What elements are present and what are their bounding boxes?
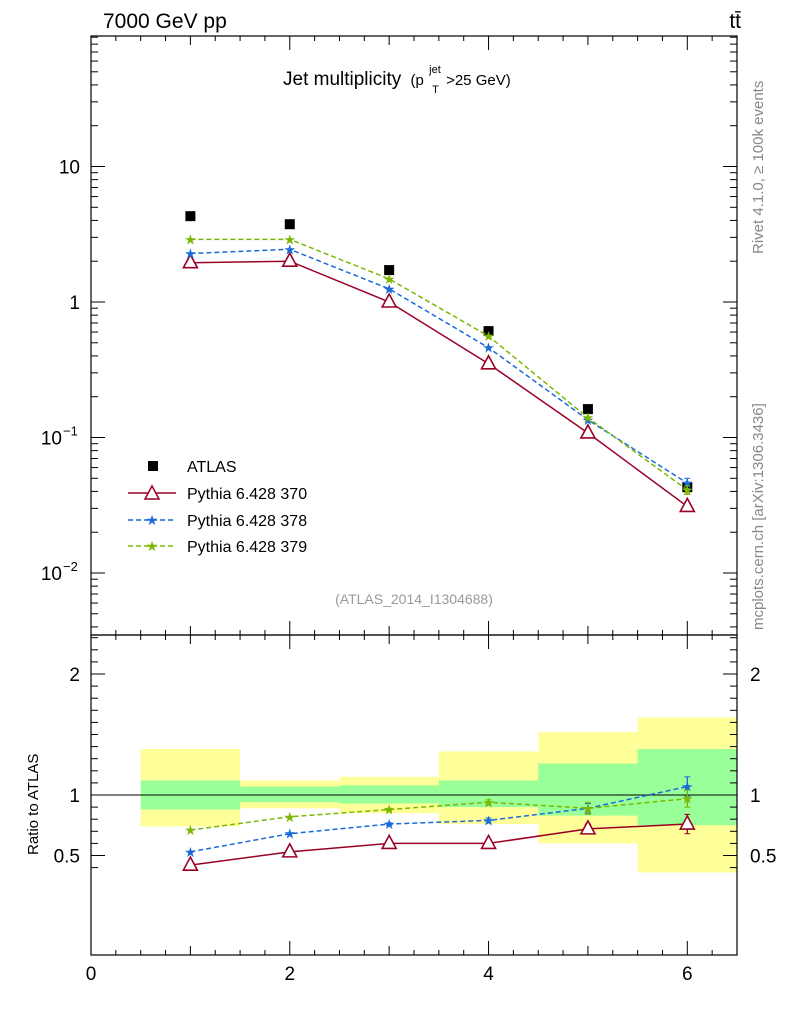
plot-title-main: Jet multiplicity — [283, 69, 402, 90]
main-point-1 — [579, 423, 597, 439]
main-point-2: ★ — [283, 241, 296, 257]
energy-label: 7000 GeV pp — [103, 10, 227, 33]
main-point-1 — [281, 251, 299, 268]
main-point-1 — [480, 354, 497, 370]
main-atlas-point — [384, 265, 395, 276]
ratio-point-1: ★ — [184, 844, 197, 860]
ratio-point-2: ★ — [383, 802, 396, 818]
main-point-1 — [380, 292, 398, 308]
plot-title-sup: jet — [428, 64, 441, 76]
ratio-ytick-label: 1 — [69, 786, 80, 807]
main-point-2: ★ — [383, 281, 396, 297]
ratio-point-2: ★ — [283, 809, 296, 825]
main-atlas-point — [483, 326, 494, 337]
ratio-point-0 — [579, 819, 597, 835]
ratio-point-0 — [182, 855, 199, 871]
main-line-1 — [190, 260, 688, 508]
main-point-2: ★ — [582, 412, 595, 428]
main-line-3 — [190, 238, 688, 491]
main-point-3: ★ — [482, 328, 495, 344]
main-ytick-label: 10 — [59, 158, 80, 179]
ratio-ytick-label-right: 1 — [750, 786, 761, 807]
ratio-ytick-label-right: 0.5 — [750, 847, 776, 868]
plot-title-open: (p — [411, 72, 424, 89]
ratio-line-0 — [190, 823, 688, 866]
main-ytick-exponent: −2 — [63, 559, 78, 574]
xtick-label: 6 — [682, 964, 693, 985]
main-point-3: ★ — [184, 231, 197, 247]
legend-marker-378: ★ — [146, 512, 159, 528]
ratio-ylabel: Ratio to ATLAS — [25, 754, 42, 855]
ratio-point-0 — [480, 833, 497, 850]
legend-marker-379: ★ — [146, 538, 159, 554]
ratio-point-2: ★ — [582, 800, 595, 816]
main-ytick-label: 1 — [69, 293, 80, 314]
legend-marker-atlas — [148, 461, 158, 471]
main-point-3: ★ — [582, 410, 595, 426]
ratio-ytick-label: 2 — [69, 665, 80, 686]
legend-label-378: Pythia 6.428 378 — [187, 513, 307, 530]
plot-title: Jet multiplicity (p jet T >25 GeV) — [283, 57, 511, 98]
ratio-point-1: ★ — [482, 812, 495, 828]
main-point-1 — [678, 496, 696, 513]
main-atlas-point — [185, 211, 196, 222]
ratio-band-stat — [240, 786, 340, 803]
main-point-3: ★ — [383, 271, 396, 287]
process-label: tt̄ — [729, 10, 741, 33]
main-line-2 — [190, 248, 688, 484]
legend-label-atlas: ATLAS — [187, 459, 237, 476]
main-ytick-label: 10 — [41, 429, 62, 450]
main-ytick-label: 10 — [41, 564, 62, 585]
main-point-2: ★ — [482, 340, 495, 356]
legend-label-379: Pythia 6.428 379 — [187, 539, 307, 556]
source-label: mcplots.cern.ch [arXiv:1306.3436] — [750, 403, 767, 630]
ratio-point-0 — [281, 842, 299, 858]
main-point-3: ★ — [283, 231, 296, 247]
xtick-label: 0 — [86, 964, 97, 985]
ratio-band-stat — [339, 785, 439, 804]
analysis-label: (ATLAS_2014_I1304688) — [335, 591, 493, 607]
ratio-point-2: ★ — [681, 791, 694, 807]
main-point-2: ★ — [184, 245, 197, 261]
plot-title-subscript: T — [432, 84, 439, 96]
main-point-3: ★ — [681, 482, 694, 498]
legend: ATLAS Pythia 6.428 370 ★ Pythia 6.428 37… — [128, 459, 307, 556]
legend-marker-370 — [143, 484, 161, 500]
ratio-point-1: ★ — [681, 779, 694, 795]
xtick-label: 4 — [483, 964, 494, 985]
ratio-ytick-label-right: 2 — [750, 665, 761, 686]
xtick-label: 2 — [284, 964, 295, 985]
ratio-point-2: ★ — [482, 794, 495, 810]
main-point-1 — [182, 253, 199, 269]
legend-label-370: Pythia 6.428 370 — [187, 486, 307, 503]
ratio-point-0 — [380, 833, 398, 850]
ratio-line-2 — [190, 797, 688, 831]
ratio-point-1: ★ — [283, 826, 296, 842]
ratio-point-0 — [678, 814, 696, 830]
ratio-ytick-label: 0.5 — [54, 847, 80, 868]
main-atlas-point — [582, 404, 593, 415]
main-atlas-point — [284, 219, 295, 230]
plot-title-rest: >25 GeV) — [446, 72, 511, 89]
ratio-point-2: ★ — [184, 822, 197, 838]
main-panel: Jet multiplicity (p jet T >25 GeV) (ATLA… — [283, 57, 511, 607]
rivet-label: Rivet 4.1.0, ≥ 100k events — [750, 81, 767, 254]
ratio-point-1: ★ — [383, 816, 396, 832]
ratio-line-1 — [190, 785, 688, 853]
main-ytick-exponent: −1 — [63, 424, 78, 439]
